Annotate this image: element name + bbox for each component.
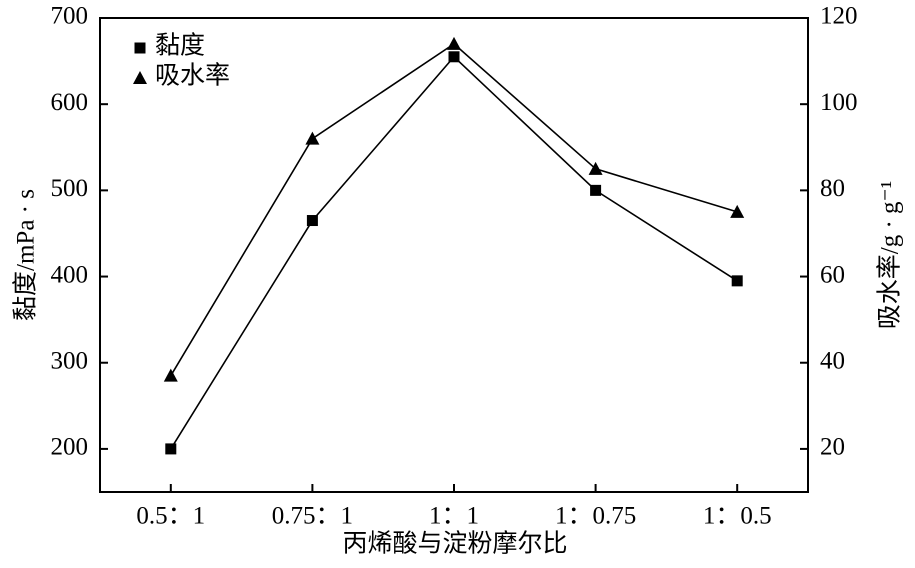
- y-tick-label: 300: [51, 347, 89, 374]
- legend-label: 吸水率: [155, 62, 230, 90]
- square-marker: [448, 51, 460, 63]
- y-tick-label: 400: [51, 261, 89, 288]
- legend-label: 黏度: [155, 32, 205, 60]
- x-tick-label: 1：0.5: [703, 503, 772, 530]
- y2-tick-label: 80: [820, 175, 845, 202]
- square-marker: [731, 275, 743, 287]
- triangle-marker: [730, 204, 745, 218]
- triangle-marker: [133, 71, 147, 84]
- y2-tick-label: 100: [820, 89, 858, 116]
- y2-tick-label: 60: [820, 261, 845, 288]
- y-tick-label: 500: [51, 175, 89, 202]
- triangle-marker: [163, 368, 178, 382]
- series-line: [170, 55, 738, 450]
- series-line: [170, 42, 738, 377]
- y-tick-label: 700: [51, 3, 89, 30]
- square-marker: [590, 184, 602, 196]
- x-tick-label: 0.75：1: [272, 503, 353, 530]
- y2-axis-label: 吸水率/g · g⁻¹: [876, 181, 904, 329]
- square-marker: [306, 215, 318, 227]
- y-axis-label: 黏度/mPa · s: [12, 189, 40, 321]
- square-marker: [165, 443, 177, 455]
- y2-tick-label: 120: [820, 3, 858, 30]
- triangle-marker: [588, 161, 603, 175]
- x-tick-label: 1：1: [429, 503, 479, 530]
- x-axis-label: 丙烯酸与淀粉摩尔比: [342, 530, 567, 558]
- y-tick-label: 600: [51, 89, 89, 116]
- y2-tick-label: 20: [820, 434, 845, 461]
- x-tick-label: 1：0.75: [555, 503, 636, 530]
- square-marker: [134, 42, 146, 54]
- x-tick-label: 0.5：1: [136, 503, 205, 530]
- y-tick-label: 200: [51, 434, 89, 461]
- y2-tick-label: 40: [820, 347, 845, 374]
- triangle-marker: [305, 131, 320, 145]
- triangle-marker: [447, 36, 461, 50]
